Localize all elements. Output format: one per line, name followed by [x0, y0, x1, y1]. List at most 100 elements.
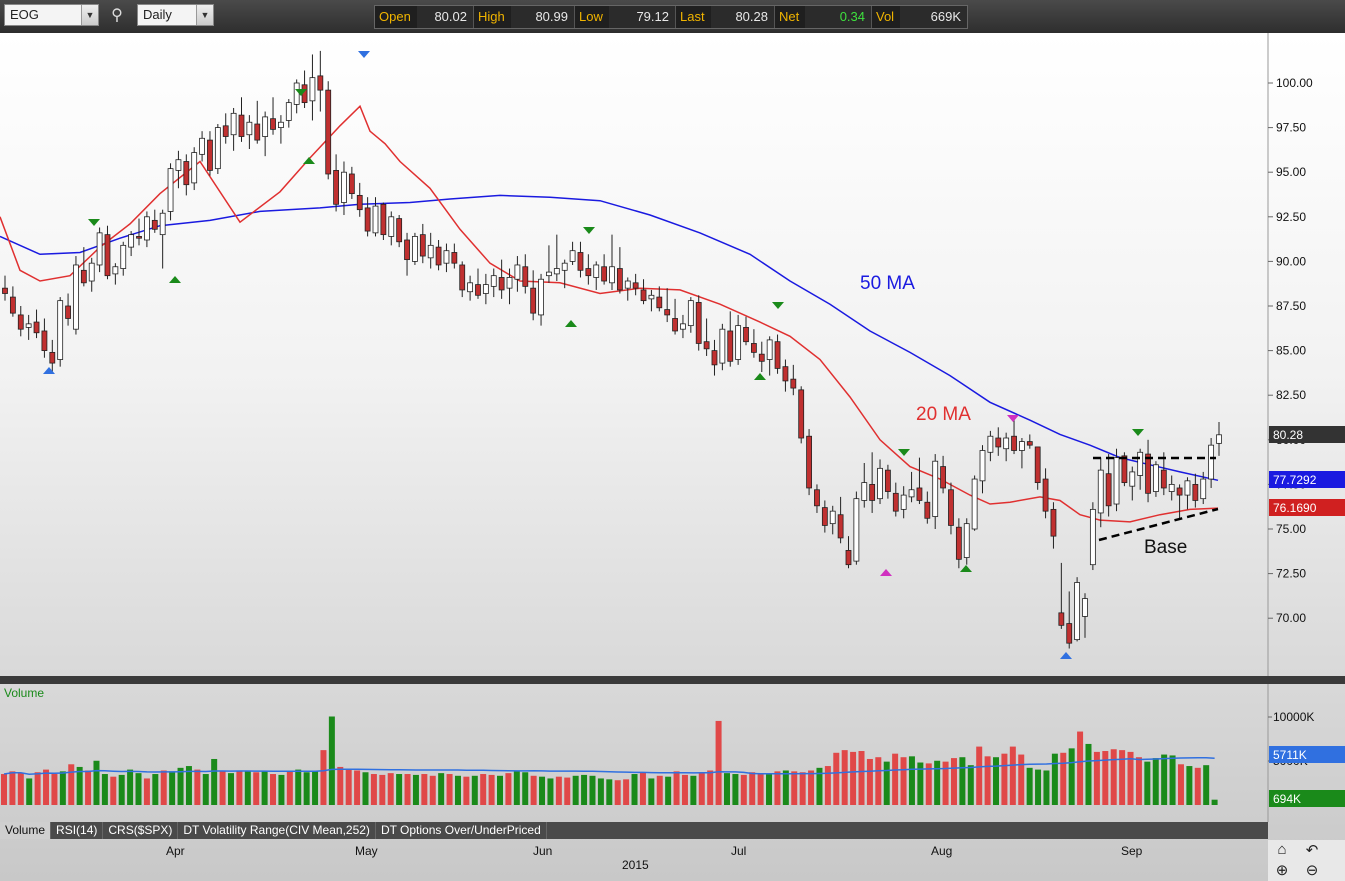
zoom-out-icon[interactable]: ⊖ — [1305, 862, 1319, 879]
volume-bar — [202, 774, 209, 805]
candle-body — [1011, 435, 1017, 451]
tab-crs[interactable]: CRS($SPX) — [103, 822, 179, 839]
volume-bar — [429, 775, 436, 805]
volume-bar — [976, 746, 983, 805]
candle-body — [948, 489, 954, 526]
candle-body — [940, 466, 946, 489]
candle-body — [892, 492, 899, 512]
candle-body — [1082, 598, 1088, 617]
volume-bar — [127, 769, 134, 805]
tab-rsi[interactable]: RSI(14) — [51, 822, 104, 839]
volume-bar — [278, 774, 285, 805]
candle-body — [73, 264, 79, 330]
candle-body — [191, 152, 198, 184]
candle-body — [1129, 471, 1136, 487]
candle-body — [932, 460, 939, 517]
pivot-low-marker — [565, 320, 577, 327]
candle-body — [262, 116, 269, 137]
candle-body — [616, 268, 623, 291]
volume-bar — [1043, 770, 1050, 805]
candle-body — [1113, 457, 1120, 505]
candle-body — [341, 171, 347, 203]
candle-body — [372, 205, 379, 234]
volume-bar — [1085, 743, 1092, 805]
volume-bar — [253, 772, 260, 805]
candle-body — [246, 121, 253, 136]
candle-body — [404, 239, 410, 261]
candle-body — [664, 309, 671, 316]
volume-bar — [404, 774, 411, 805]
volume-bar — [875, 757, 882, 805]
volume-bar — [993, 757, 1000, 805]
volume-bar — [539, 776, 546, 805]
zoom-in-icon[interactable]: ⊕ — [1275, 862, 1289, 879]
volume-bar — [438, 773, 445, 805]
volume-bar — [244, 770, 251, 805]
candle-body — [1026, 441, 1033, 446]
candle-body — [1184, 480, 1191, 496]
candle-body — [577, 252, 584, 271]
candle-body — [703, 341, 710, 350]
pane-splitter[interactable] — [0, 676, 1345, 684]
volume-bar — [286, 771, 293, 805]
volume-axis: 10000K 5000K 5711K 694K — [1268, 710, 1345, 807]
volume-bar — [614, 780, 621, 805]
candle-body — [1208, 444, 1215, 480]
candle-body — [317, 75, 324, 91]
candle-body — [333, 170, 339, 205]
candle-body — [924, 501, 931, 519]
candle-body — [585, 268, 592, 277]
symbol-dropdown-icon[interactable]: ▼ — [81, 5, 98, 25]
volume-bar — [59, 771, 66, 805]
candle-body — [17, 314, 24, 330]
volume-bar — [118, 774, 125, 805]
candle-body — [364, 207, 371, 232]
volume-bar — [766, 774, 773, 805]
volume-bar — [1161, 754, 1168, 805]
volume-bar — [1186, 766, 1193, 805]
undo-icon[interactable]: ↶ — [1305, 842, 1319, 859]
tab-dt-volatility[interactable]: DT Volatility Range(CIV Mean,252) — [178, 822, 376, 839]
period-combo[interactable]: Daily ▼ — [137, 4, 214, 26]
volume-bar — [1152, 758, 1159, 805]
volume-bar — [1009, 746, 1016, 805]
month-sep: Sep — [1121, 844, 1143, 858]
open-label: Open — [379, 9, 411, 24]
volume-bar — [555, 776, 562, 805]
candle-body — [167, 168, 174, 212]
volume-bar — [917, 762, 924, 805]
candle-body — [1042, 478, 1049, 512]
candle-body — [380, 203, 387, 236]
volume-bar — [757, 773, 764, 805]
period-dropdown-icon[interactable]: ▼ — [196, 5, 213, 25]
pivot-high-marker — [583, 227, 595, 234]
volume-bar — [1001, 753, 1008, 805]
vol-avg-tag-bg — [1269, 746, 1345, 763]
volume-bar — [749, 772, 756, 805]
candle-body — [104, 234, 111, 277]
price-pane — [0, 33, 1268, 676]
pivot-high-marker — [88, 219, 100, 226]
volume-bar — [816, 767, 823, 805]
tab-dt-options[interactable]: DT Options Over/UnderPriced — [376, 822, 547, 839]
volume-bar — [1203, 765, 1210, 805]
symbol-combo[interactable]: EOG ▼ — [4, 4, 99, 26]
candle-body — [680, 323, 686, 330]
volume-bar — [446, 774, 453, 805]
volume-bar — [623, 779, 630, 805]
tab-volume[interactable]: Volume — [0, 822, 52, 839]
volume-title: Volume — [4, 686, 44, 700]
volume-bar — [34, 772, 41, 805]
search-icon[interactable]: ⚲ — [111, 7, 123, 24]
volume-bar — [908, 756, 915, 805]
candle-body — [238, 114, 245, 137]
volume-bar — [354, 770, 361, 805]
candle-body — [175, 159, 182, 171]
candle-body — [498, 277, 505, 291]
volume-bar — [833, 752, 840, 805]
home-icon[interactable]: ⌂ — [1277, 841, 1287, 858]
candle-body — [96, 232, 103, 266]
volume-bar — [883, 761, 890, 805]
volume-bar — [270, 774, 277, 805]
